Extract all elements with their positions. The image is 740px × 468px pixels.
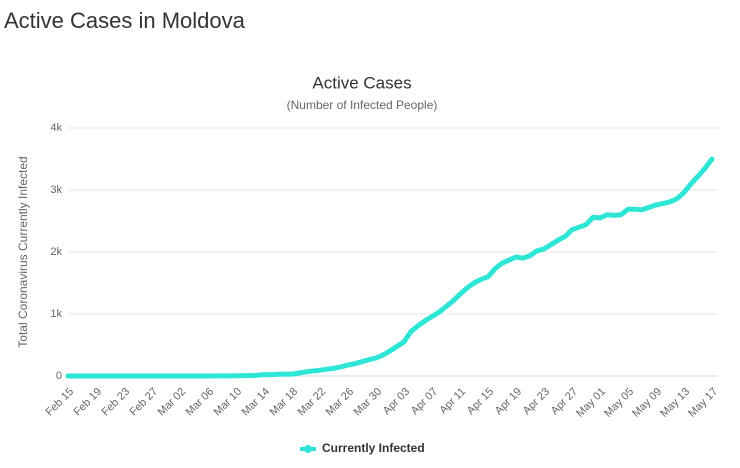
- x-tick-label: Apr 15: [465, 386, 496, 417]
- x-tick-label: May 13: [658, 386, 692, 420]
- x-tick-label: Mar 14: [239, 386, 272, 419]
- x-tick-label: Apr 23: [521, 386, 552, 417]
- x-tick-label: Mar 30: [351, 386, 384, 419]
- x-tick-label: Feb 23: [99, 386, 132, 419]
- x-tick-label: Mar 22: [295, 386, 328, 419]
- y-tick-label: 3k: [50, 184, 62, 196]
- x-tick-label: Mar 06: [183, 386, 216, 419]
- x-tick-label: May 05: [602, 386, 636, 420]
- y-tick-label: 0: [56, 370, 62, 382]
- x-tick-label: May 09: [630, 386, 664, 420]
- x-tick-label: Mar 02: [155, 386, 188, 419]
- legend-label: Currently Infected: [322, 441, 425, 455]
- legend-marker: [304, 445, 312, 453]
- page-title: Active Cases in Moldova: [4, 8, 246, 33]
- y-tick-label: 2k: [50, 246, 62, 258]
- x-tick-label: May 01: [574, 386, 608, 420]
- chart-subtitle: (Number of Infected People): [287, 98, 438, 112]
- x-tick-label: May 17: [686, 386, 720, 420]
- x-tick-label: Feb 27: [127, 386, 160, 419]
- x-tick-label: Mar 18: [267, 386, 300, 419]
- y-tick-label: 4k: [50, 122, 62, 134]
- x-tick-label: Feb 19: [71, 386, 104, 419]
- chart-title: Active Cases: [312, 73, 411, 92]
- y-axis-label: Total Coronavirus Currently Infected: [16, 156, 30, 347]
- x-tick-label: Apr 19: [493, 386, 524, 417]
- line-series: [65, 156, 715, 379]
- x-tick-label: Apr 11: [437, 386, 468, 417]
- x-tick-label: Feb 15: [43, 386, 76, 419]
- x-tick-label: Apr 07: [409, 386, 440, 417]
- x-tick-label: Apr 03: [381, 386, 412, 417]
- y-tick-label: 1k: [50, 308, 62, 320]
- x-tick-label: Mar 26: [323, 386, 356, 419]
- x-tick-label: Mar 10: [211, 386, 244, 419]
